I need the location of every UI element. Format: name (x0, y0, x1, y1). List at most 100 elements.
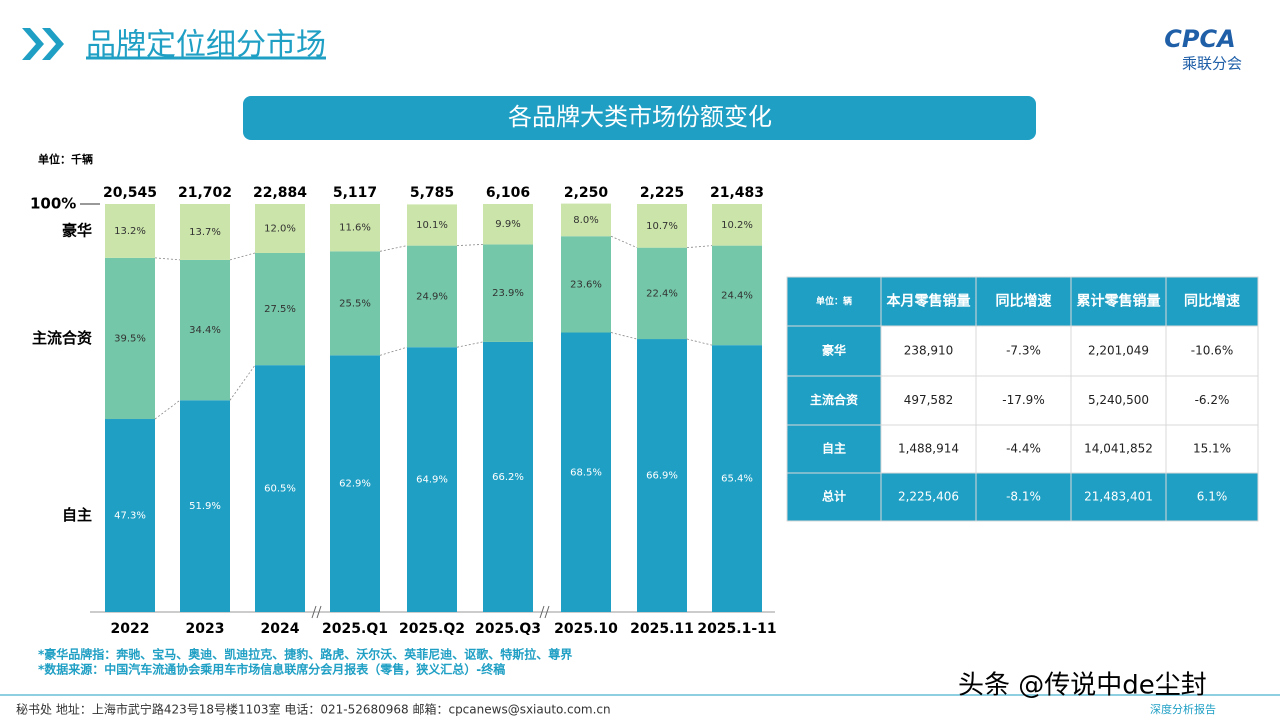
axis-break (311, 605, 550, 619)
data-label: 22.4% (646, 288, 678, 299)
x-tick-label: 2023 (186, 621, 225, 637)
bar-segment (483, 244, 533, 342)
bar-segment (637, 247, 687, 340)
bar-segment (180, 400, 230, 612)
table-header: 同比增速 (1184, 293, 1240, 310)
bar-segment (407, 204, 457, 246)
connector (229, 252, 256, 261)
table-cell (975, 424, 1072, 474)
x-tick-label: 2025.10 (554, 621, 618, 637)
data-label: 66.9% (646, 471, 678, 482)
total-label: 5,117 (333, 185, 377, 201)
logo: CPCA (1164, 25, 1235, 53)
data-label: 12.0% (264, 223, 296, 234)
total-label: 2,250 (564, 185, 609, 201)
bar-segment (712, 245, 762, 346)
table-header: 同比增速 (996, 293, 1052, 310)
bar-segment (255, 252, 305, 366)
data-label: 65.4% (721, 474, 753, 485)
table-cell-text: -8.1% (1006, 490, 1041, 504)
bar-segment (712, 345, 762, 612)
connector (610, 332, 638, 340)
connector (154, 399, 181, 420)
connector (229, 364, 256, 401)
bar-segment (330, 204, 380, 252)
data-label: 10.7% (646, 221, 678, 232)
data-label: 51.9% (189, 501, 221, 512)
bar-segment (637, 204, 687, 248)
table-cell-text: 2,225,406 (898, 490, 959, 504)
data-label: 68.5% (570, 467, 602, 478)
table-cell (1165, 276, 1259, 327)
bar-segment (180, 259, 230, 401)
bar-segment (483, 204, 533, 245)
table-cell (786, 424, 882, 474)
table-cell-text: 自主 (822, 441, 846, 456)
data-label: 64.9% (416, 475, 448, 486)
table-cell-text: 总计 (822, 489, 846, 504)
table-cell (786, 276, 882, 327)
bar-segment (483, 341, 533, 612)
x-tick-label: 2025.11 (630, 621, 694, 637)
table-cell (1070, 472, 1167, 522)
data-label: 8.0% (573, 215, 598, 226)
chart-title-bar (243, 96, 1036, 140)
table-cell (786, 325, 882, 377)
data-label: 27.5% (264, 304, 296, 315)
total-label: 6,106 (486, 185, 530, 201)
table-cell-text: 15.1% (1193, 442, 1231, 456)
footer-address: 秘书处 地址：上海市武宁路423号18号楼1103室 电话：021-526809… (16, 702, 611, 717)
data-label: 24.4% (721, 290, 753, 301)
table-cell (975, 276, 1072, 327)
total-label: 22,884 (253, 185, 307, 201)
connector (456, 341, 484, 348)
series-label: 豪华 (62, 221, 92, 239)
bar-segment (255, 365, 305, 612)
x-tick-label: 2025.Q1 (322, 621, 388, 637)
data-label: 23.9% (492, 288, 524, 299)
table-cell-text: 主流合资 (810, 392, 858, 407)
table-cell-text: -6.2% (1195, 393, 1230, 407)
table-cell (1165, 472, 1259, 522)
data-label: 47.3% (114, 511, 146, 522)
bar-segment (180, 204, 230, 260)
table-cell (1070, 325, 1167, 377)
chevron (42, 28, 64, 60)
data-label: 39.5% (114, 333, 146, 344)
connector (379, 245, 408, 252)
data-label: 66.2% (492, 472, 524, 483)
data-label: 62.9% (339, 479, 371, 490)
table-cell (1070, 276, 1167, 327)
connector (456, 243, 484, 247)
x-tick-label: 2022 (111, 621, 150, 637)
data-label: 60.5% (264, 484, 296, 495)
data-label: 13.7% (189, 227, 221, 238)
table-cell (880, 276, 977, 327)
table-cell-text: 1,488,914 (898, 442, 959, 456)
logo-sub: 乘联分会 (1182, 55, 1242, 73)
table-header: 单位：辆 (816, 295, 852, 307)
bar-segment (105, 257, 155, 420)
table-cell-text: 497,582 (904, 393, 954, 407)
table-header: 本月零售销量 (887, 293, 971, 310)
total-label: 20,545 (103, 185, 157, 201)
table-cell (1165, 325, 1259, 377)
table-cell (1165, 424, 1259, 474)
table-cell-text: 5,240,500 (1088, 393, 1149, 407)
bar-segment (105, 419, 155, 612)
total-label: 2,225 (640, 185, 684, 201)
bar-segment (561, 332, 611, 612)
bar-segment (330, 251, 380, 356)
bar-segment (105, 204, 155, 258)
table-cell-text: 2,201,049 (1088, 344, 1149, 358)
data-label: 10.2% (721, 220, 753, 231)
table-cell-text: 豪华 (822, 343, 846, 358)
table-cell-text: -4.4% (1006, 442, 1041, 456)
data-label: 23.6% (570, 279, 602, 290)
table-header: 累计零售销量 (1077, 293, 1161, 310)
data-label: 10.1% (416, 220, 448, 231)
table-cell-text: -7.3% (1006, 344, 1041, 358)
total-label: 21,702 (178, 185, 232, 201)
x-tick-label: 2024 (261, 621, 300, 637)
bar-segment (712, 204, 762, 246)
